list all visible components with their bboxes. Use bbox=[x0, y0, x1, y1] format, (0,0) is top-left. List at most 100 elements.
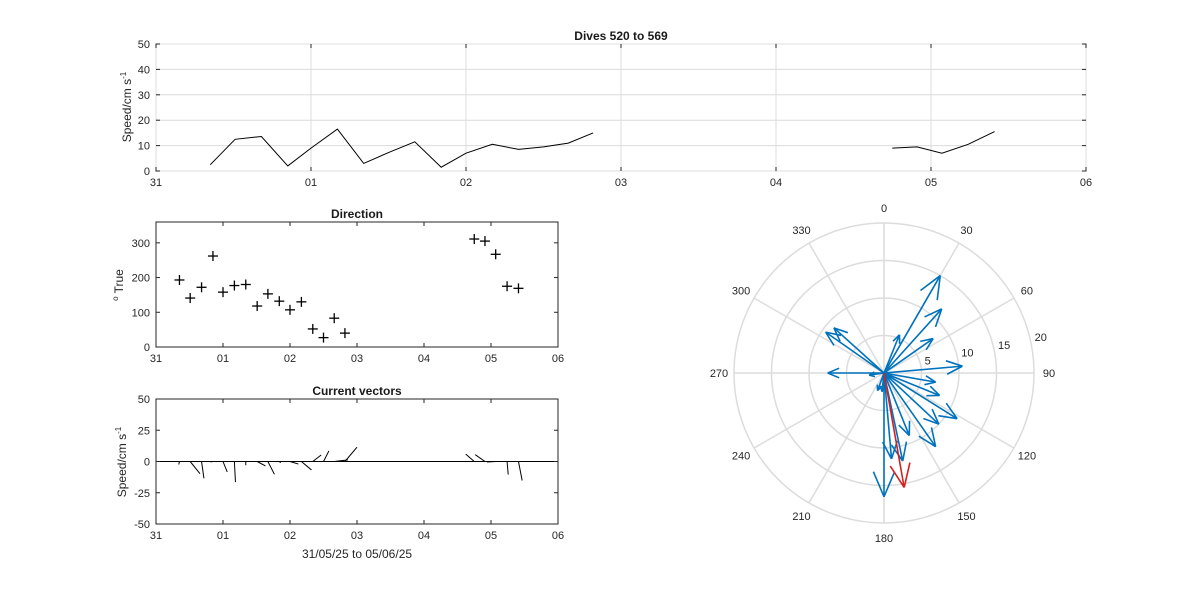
polar-spoke bbox=[883, 297, 1015, 374]
polar-angle-label: 60 bbox=[1021, 286, 1033, 298]
polar-arrows bbox=[824, 274, 963, 498]
direction-marker bbox=[285, 304, 295, 315]
polar-radius-label: 15 bbox=[998, 340, 1010, 352]
arrow-shaft bbox=[883, 372, 937, 448]
vector-stick bbox=[267, 461, 275, 475]
speed-ytick-label: 20 bbox=[138, 115, 150, 127]
polar-arrow bbox=[883, 274, 942, 374]
arrow-head bbox=[883, 471, 896, 498]
arrow-head bbox=[825, 331, 842, 337]
polar-angle-label: 240 bbox=[732, 451, 750, 463]
polar-arrow bbox=[883, 372, 937, 448]
polar-arrow bbox=[883, 372, 937, 386]
polar-arrow bbox=[883, 372, 941, 397]
vectors-ytick-label: -25 bbox=[134, 488, 150, 500]
arrow-head bbox=[824, 331, 835, 346]
direction-xtick-label: 05 bbox=[485, 353, 497, 365]
direction-ytick-label: 200 bbox=[132, 273, 150, 285]
polar-arrow bbox=[876, 372, 885, 392]
polar-radius-label: 5 bbox=[925, 355, 931, 367]
direction-marker bbox=[490, 249, 501, 260]
polar-radius-label: 10 bbox=[961, 348, 973, 360]
direction-panel: 31 01 02 03 04 05 06 0 100 200 300 Direction oTru… bbox=[111, 207, 564, 365]
arrow-shaft bbox=[825, 331, 885, 374]
direction-marker bbox=[479, 236, 490, 247]
vector-stick bbox=[278, 461, 282, 464]
direction-marker bbox=[196, 282, 207, 293]
arrow-head bbox=[938, 414, 958, 420]
arrow-head bbox=[924, 381, 936, 386]
arrow-head bbox=[924, 308, 943, 318]
direction-ytick-label: 300 bbox=[132, 238, 150, 250]
direction-xtick-label: 31 bbox=[150, 353, 162, 365]
polar-radius-label: 20 bbox=[1035, 332, 1047, 344]
polar-angle-label: 330 bbox=[792, 225, 810, 237]
arrow-head bbox=[934, 308, 943, 328]
direction-chart-title: Direction bbox=[331, 207, 383, 221]
arrow-head bbox=[930, 427, 937, 447]
direction-ytick-label: 0 bbox=[144, 342, 150, 354]
vectors-x-ticks: 31 01 02 03 04 05 06 bbox=[150, 399, 564, 542]
vector-stick bbox=[189, 461, 201, 474]
direction-marker bbox=[174, 274, 185, 285]
arrow-shaft bbox=[883, 372, 940, 397]
arrow-shaft bbox=[883, 372, 958, 420]
vector-stick bbox=[465, 453, 475, 462]
speed-x-ticks: 31 01 02 03 04 05 06 bbox=[150, 44, 1092, 189]
polar-angle-label: 120 bbox=[1018, 451, 1036, 463]
polar-angle-label: 30 bbox=[960, 225, 972, 237]
speed-xtick-label: 04 bbox=[770, 177, 782, 189]
vectors-ytick-label: 50 bbox=[138, 394, 150, 406]
direction-plot-frame bbox=[155, 221, 559, 348]
vector-stick bbox=[344, 446, 358, 462]
vector-stick bbox=[233, 461, 236, 483]
speed-series bbox=[209, 128, 995, 168]
vectors-chart-title: Current vectors bbox=[312, 384, 402, 398]
direction-marker bbox=[339, 328, 350, 339]
vector-sticks bbox=[178, 446, 523, 483]
speed-line bbox=[209, 128, 594, 168]
arrow-head bbox=[931, 408, 940, 425]
vectors-xtick-label: 06 bbox=[552, 530, 564, 542]
arrow-head bbox=[889, 465, 905, 488]
direction-marker bbox=[262, 288, 273, 299]
polar-tick-labels: 0 30 60 90 120 150 180 210 240 270 300 330 5 10 15 20 bbox=[710, 203, 1055, 545]
polar-angle-label: 180 bbox=[875, 533, 893, 545]
direction-marker bbox=[513, 283, 524, 294]
direction-marker bbox=[329, 313, 340, 324]
arrow-shaft bbox=[883, 365, 963, 374]
polar-angle-label: 270 bbox=[710, 368, 728, 380]
speed-ytick-label: 30 bbox=[138, 90, 150, 102]
polar-arrow bbox=[824, 331, 885, 374]
arrow-head bbox=[890, 444, 904, 462]
polar-arrow bbox=[883, 372, 911, 437]
arrow-head bbox=[918, 435, 937, 448]
arrow-shaft bbox=[876, 372, 885, 391]
arrow-head bbox=[827, 367, 840, 374]
direction-ytick-label: 100 bbox=[132, 307, 150, 319]
direction-y-ticks: 0 100 200 300 bbox=[132, 238, 558, 354]
speed-ytick-label: 10 bbox=[138, 141, 150, 153]
vectors-xtick-label: 04 bbox=[418, 530, 430, 542]
speed-ytick-label: 50 bbox=[138, 39, 150, 51]
direction-y-axis-label: oTrue bbox=[111, 269, 126, 301]
speed-timeseries-panel: 31 01 02 03 04 05 06 0 10 20 30 40 50 Dives 520 to … bbox=[119, 29, 1092, 189]
vectors-xtick-label: 01 bbox=[217, 530, 229, 542]
arrow-shaft bbox=[883, 372, 905, 488]
arrow-head bbox=[872, 471, 885, 498]
arrow-head bbox=[929, 385, 941, 397]
arrow-head bbox=[898, 424, 910, 437]
arrow-head bbox=[833, 327, 849, 334]
polar-arrow bbox=[883, 308, 943, 374]
vector-stick bbox=[517, 461, 523, 481]
speed-xtick-label: 02 bbox=[460, 177, 472, 189]
arrow-shaft bbox=[883, 308, 943, 374]
speed-xtick-label: 31 bbox=[150, 177, 162, 189]
speed-xtick-label: 05 bbox=[925, 177, 937, 189]
polar-arrow bbox=[883, 360, 963, 375]
vectors-xtick-label: 31 bbox=[150, 530, 162, 542]
direction-marker bbox=[318, 332, 329, 343]
vectors-ytick-label: 0 bbox=[144, 457, 150, 469]
speed-y-ticks: 0 10 20 30 40 50 bbox=[138, 39, 1086, 178]
